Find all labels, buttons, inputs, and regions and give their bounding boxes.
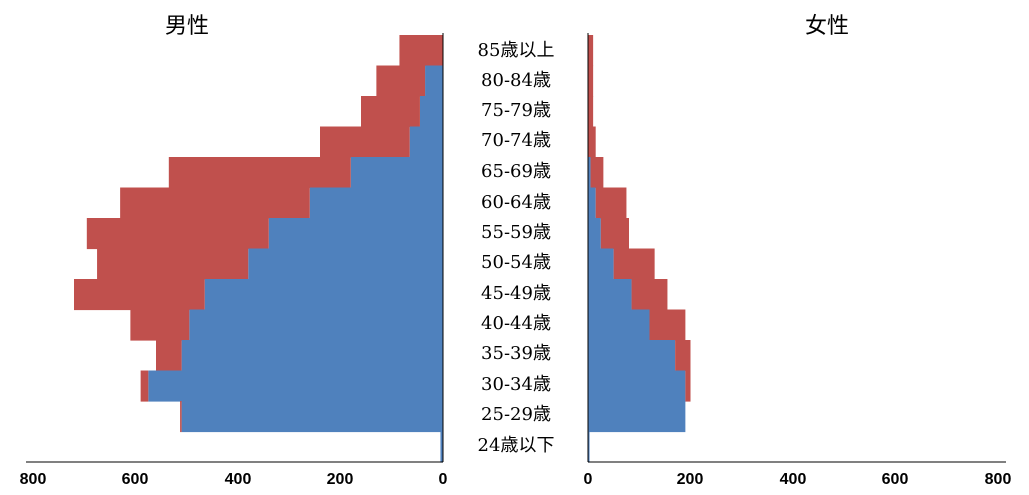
- female-bar-segment: [588, 96, 594, 128]
- female-bar-segment: [600, 218, 629, 250]
- male-bar-segment: [181, 401, 444, 433]
- female-bar-segment: [588, 370, 686, 402]
- female-bar-segment: [588, 279, 632, 311]
- male-bar-segment: [361, 96, 420, 128]
- age-label: 55-59歳: [481, 222, 551, 243]
- male-bar-segment: [130, 309, 190, 341]
- male-bar-segment: [74, 279, 205, 311]
- male-bar-segment: [350, 157, 443, 189]
- female-bar-segment: [588, 65, 594, 97]
- female-bar-segment: [649, 309, 686, 341]
- male-bar-segment: [140, 370, 149, 402]
- female-bar-segment: [588, 35, 594, 67]
- x-tick-label: 400: [779, 471, 807, 488]
- male-bar-segment: [419, 96, 443, 128]
- male-bar-segment: [409, 126, 443, 158]
- age-label: 70-74歳: [481, 130, 551, 151]
- male-bar-segment: [309, 187, 443, 219]
- x-tick-label: 800: [19, 471, 47, 488]
- male-bar-segment: [425, 65, 443, 97]
- female-bar-segment: [588, 157, 591, 189]
- age-label: 75-79歳: [481, 100, 551, 121]
- male-bar-segment: [97, 248, 249, 280]
- age-label: 45-49歳: [481, 283, 551, 304]
- age-label: 85歳以上: [477, 40, 555, 61]
- age-label: 60-64歳: [481, 192, 551, 213]
- x-tick-label: 800: [984, 471, 1012, 488]
- male-bar-segment: [204, 279, 443, 311]
- male-bar-segment: [148, 370, 443, 402]
- male-bar-segment: [268, 218, 443, 250]
- female-bar-segment: [588, 431, 590, 463]
- age-label: 24歳以下: [477, 435, 555, 456]
- female-bar-segment: [588, 248, 614, 280]
- male-bar-segment: [86, 218, 269, 250]
- female-bar-segment: [631, 279, 668, 311]
- female-bar-segment: [588, 401, 686, 433]
- x-tick-label: 600: [121, 471, 149, 488]
- female-bar-segment: [588, 126, 596, 158]
- female-bar-segment: [590, 157, 604, 189]
- female-bar-segment: [675, 340, 691, 372]
- female-bar-segment: [613, 248, 655, 280]
- male-bar-segment: [156, 340, 182, 372]
- female-panel-title: 女性: [805, 14, 850, 39]
- male-bar-segment: [399, 35, 443, 67]
- female-bar-segment: [588, 340, 676, 372]
- x-tick-label: 200: [326, 471, 354, 488]
- female-bar-segment: [588, 218, 601, 250]
- male-panel-title: 男性: [165, 14, 210, 39]
- male-bar-segment: [120, 187, 310, 219]
- x-tick-label: 200: [676, 471, 704, 488]
- x-tick-label: 600: [881, 471, 909, 488]
- male-bar-segment: [181, 340, 444, 372]
- male-bar-segment: [168, 157, 351, 189]
- male-bar-segment: [248, 248, 443, 280]
- age-label: 25-29歳: [481, 404, 551, 425]
- x-tick-label: 0: [583, 471, 593, 488]
- x-tick-label: 400: [224, 471, 252, 488]
- x-tick-label: 0: [438, 471, 448, 488]
- male-bar-segment: [189, 309, 443, 341]
- age-label: 80-84歳: [481, 70, 551, 91]
- female-bar-segment: [588, 309, 650, 341]
- age-label: 30-34歳: [481, 374, 551, 395]
- female-bar-segment: [595, 187, 627, 219]
- male-bar-segment: [320, 126, 410, 158]
- male-bar-segment: [440, 431, 443, 463]
- female-bar-segment: [588, 187, 596, 219]
- age-label: 40-44歳: [481, 313, 551, 334]
- female-bar-segment: [685, 370, 691, 402]
- age-label: 65-69歳: [481, 161, 551, 182]
- male-bar-segment: [376, 65, 426, 97]
- age-label: 50-54歳: [481, 252, 551, 273]
- age-label: 35-39歳: [481, 343, 551, 364]
- male-bar-segment: [180, 401, 182, 433]
